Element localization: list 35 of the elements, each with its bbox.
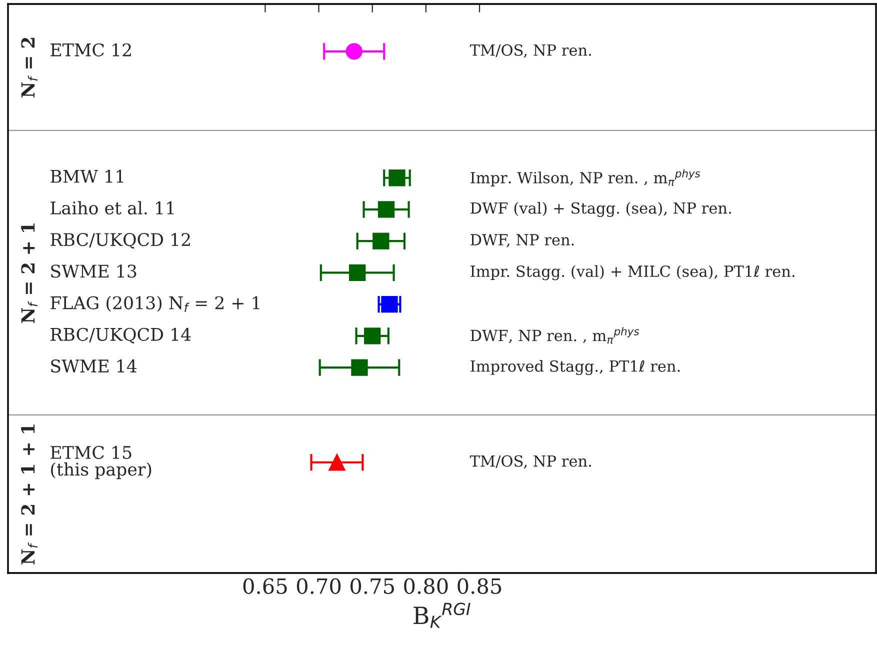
point	[372, 232, 390, 250]
y-tick-label: RBC/UKQCD 12	[50, 232, 190, 249]
y2-tick-label: TM/OS, NP ren.	[470, 455, 592, 469]
x-tick-label: 0.70	[296, 578, 341, 594]
point	[351, 359, 368, 376]
x-axis-title: B$_{K}$$^{RGI}$	[414, 602, 470, 628]
annotation: N$_{f}$ = 2 + 1 + 1	[21, 424, 38, 564]
point	[346, 43, 362, 60]
y2-tick-label: Impr. Wilson, NP ren. , m$_{π}$$^{phys}$	[470, 169, 700, 186]
y-tick-label: ETMC 12	[50, 43, 131, 56]
annotation: N$_{f}$ = 2 + 1	[21, 223, 38, 323]
y2-tick-label: DWF, NP ren.	[470, 234, 574, 248]
point	[378, 201, 395, 218]
point	[388, 170, 406, 186]
point	[364, 328, 381, 344]
point	[328, 454, 346, 471]
point	[349, 264, 366, 282]
y-tick-label: SWME 14	[51, 359, 137, 373]
y2-tick-label: Impr. Stagg. (val) + MILC (sea), PT1ℓ ren.	[470, 265, 794, 280]
x-tick-label: 0.75	[350, 578, 394, 594]
y-tick-label: RBC/UKQCD 14	[50, 328, 191, 344]
y2-tick-label: DWF, NP ren. , m$_{π}$$^{phys}$	[470, 327, 640, 344]
annotation: N$_{f}$ = 2	[21, 38, 38, 98]
x-tick-label: 0.80	[404, 578, 448, 594]
y-tick-label: BMW 11	[50, 170, 124, 183]
y2-tick-label: DWF (val) + Stagg. (sea), NP ren.	[470, 202, 731, 217]
x-tick-label: 0.65	[243, 578, 287, 594]
point	[381, 296, 398, 313]
y2-tick-label: TM/OS, NP ren.	[470, 44, 592, 58]
y-tick-label: ETMC 15 (this paper)	[50, 446, 152, 480]
y-tick-label: SWME 13	[51, 264, 136, 278]
y-tick-label: Laiho et al. 11	[50, 201, 174, 215]
y-tick-label: FLAG (2013) N$_{f}$ = 2 + 1	[50, 296, 260, 312]
y2-tick-label: Improved Stagg., PT1ℓ ren.	[470, 360, 680, 376]
x-tick-label: 0.85	[458, 578, 502, 594]
